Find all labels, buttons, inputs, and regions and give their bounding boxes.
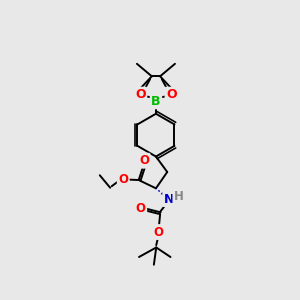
- Text: O: O: [118, 173, 128, 186]
- Text: B: B: [151, 95, 161, 108]
- Text: O: O: [139, 154, 149, 167]
- Text: O: O: [135, 88, 146, 101]
- Text: O: O: [154, 226, 164, 238]
- Text: O: O: [136, 202, 146, 215]
- Text: O: O: [166, 88, 177, 101]
- Text: N: N: [164, 193, 174, 206]
- Text: H: H: [174, 190, 184, 203]
